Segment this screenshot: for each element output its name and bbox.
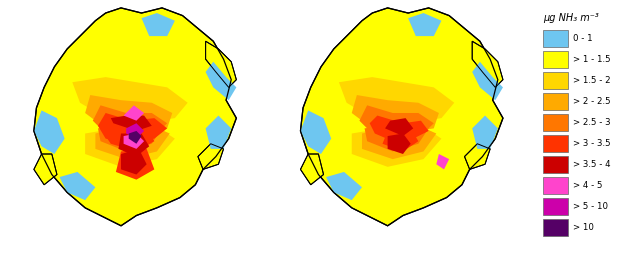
Polygon shape <box>98 113 167 144</box>
Polygon shape <box>352 123 441 167</box>
Polygon shape <box>105 128 154 151</box>
Polygon shape <box>126 123 144 139</box>
Bar <box>543 72 567 89</box>
Bar <box>543 156 567 173</box>
Bar <box>543 30 567 47</box>
Polygon shape <box>339 77 454 123</box>
Polygon shape <box>123 134 144 149</box>
Polygon shape <box>383 128 419 151</box>
Polygon shape <box>301 111 331 154</box>
Polygon shape <box>206 41 236 87</box>
Polygon shape <box>85 95 172 134</box>
Polygon shape <box>362 123 436 159</box>
Polygon shape <box>198 144 224 169</box>
Polygon shape <box>436 154 449 169</box>
Polygon shape <box>365 121 428 151</box>
Text: > 3.5 - 4: > 3.5 - 4 <box>574 160 611 169</box>
Polygon shape <box>93 105 167 139</box>
Bar <box>543 51 567 68</box>
Polygon shape <box>60 172 95 200</box>
Text: > 1.5 - 2: > 1.5 - 2 <box>574 76 611 85</box>
Bar <box>543 93 567 110</box>
Polygon shape <box>129 131 141 144</box>
Bar <box>543 114 567 131</box>
Text: > 1 - 1.5: > 1 - 1.5 <box>574 55 611 64</box>
Polygon shape <box>98 121 162 151</box>
Polygon shape <box>121 149 147 175</box>
Polygon shape <box>472 62 503 100</box>
Polygon shape <box>326 172 362 200</box>
Polygon shape <box>408 13 441 36</box>
Polygon shape <box>206 116 231 149</box>
Polygon shape <box>206 62 236 100</box>
Polygon shape <box>123 105 144 121</box>
Bar <box>543 177 567 194</box>
Bar <box>543 198 567 215</box>
Polygon shape <box>141 13 175 36</box>
Polygon shape <box>34 8 236 226</box>
Polygon shape <box>85 123 175 167</box>
Polygon shape <box>388 134 410 154</box>
Text: > 10: > 10 <box>574 223 594 232</box>
Polygon shape <box>34 111 64 154</box>
Text: μg NH₃ m⁻³: μg NH₃ m⁻³ <box>543 13 599 23</box>
Polygon shape <box>464 144 490 169</box>
Polygon shape <box>73 77 188 123</box>
Polygon shape <box>301 154 324 185</box>
Polygon shape <box>301 8 503 226</box>
Bar <box>543 219 567 236</box>
Polygon shape <box>370 116 428 141</box>
Polygon shape <box>360 105 434 139</box>
Polygon shape <box>118 134 149 156</box>
Text: > 2.5 - 3: > 2.5 - 3 <box>574 118 611 127</box>
Text: > 3 - 3.5: > 3 - 3.5 <box>574 139 611 148</box>
Text: > 2 - 2.5: > 2 - 2.5 <box>574 97 611 106</box>
Text: 0 - 1: 0 - 1 <box>574 34 593 43</box>
Polygon shape <box>111 116 152 131</box>
Polygon shape <box>385 118 414 136</box>
Text: > 4 - 5: > 4 - 5 <box>574 181 603 190</box>
Polygon shape <box>116 149 154 180</box>
Polygon shape <box>472 116 498 149</box>
Polygon shape <box>472 41 503 87</box>
Text: > 5 - 10: > 5 - 10 <box>574 202 608 211</box>
Polygon shape <box>95 123 170 159</box>
Bar <box>543 135 567 152</box>
Polygon shape <box>34 154 57 185</box>
Polygon shape <box>352 95 439 134</box>
